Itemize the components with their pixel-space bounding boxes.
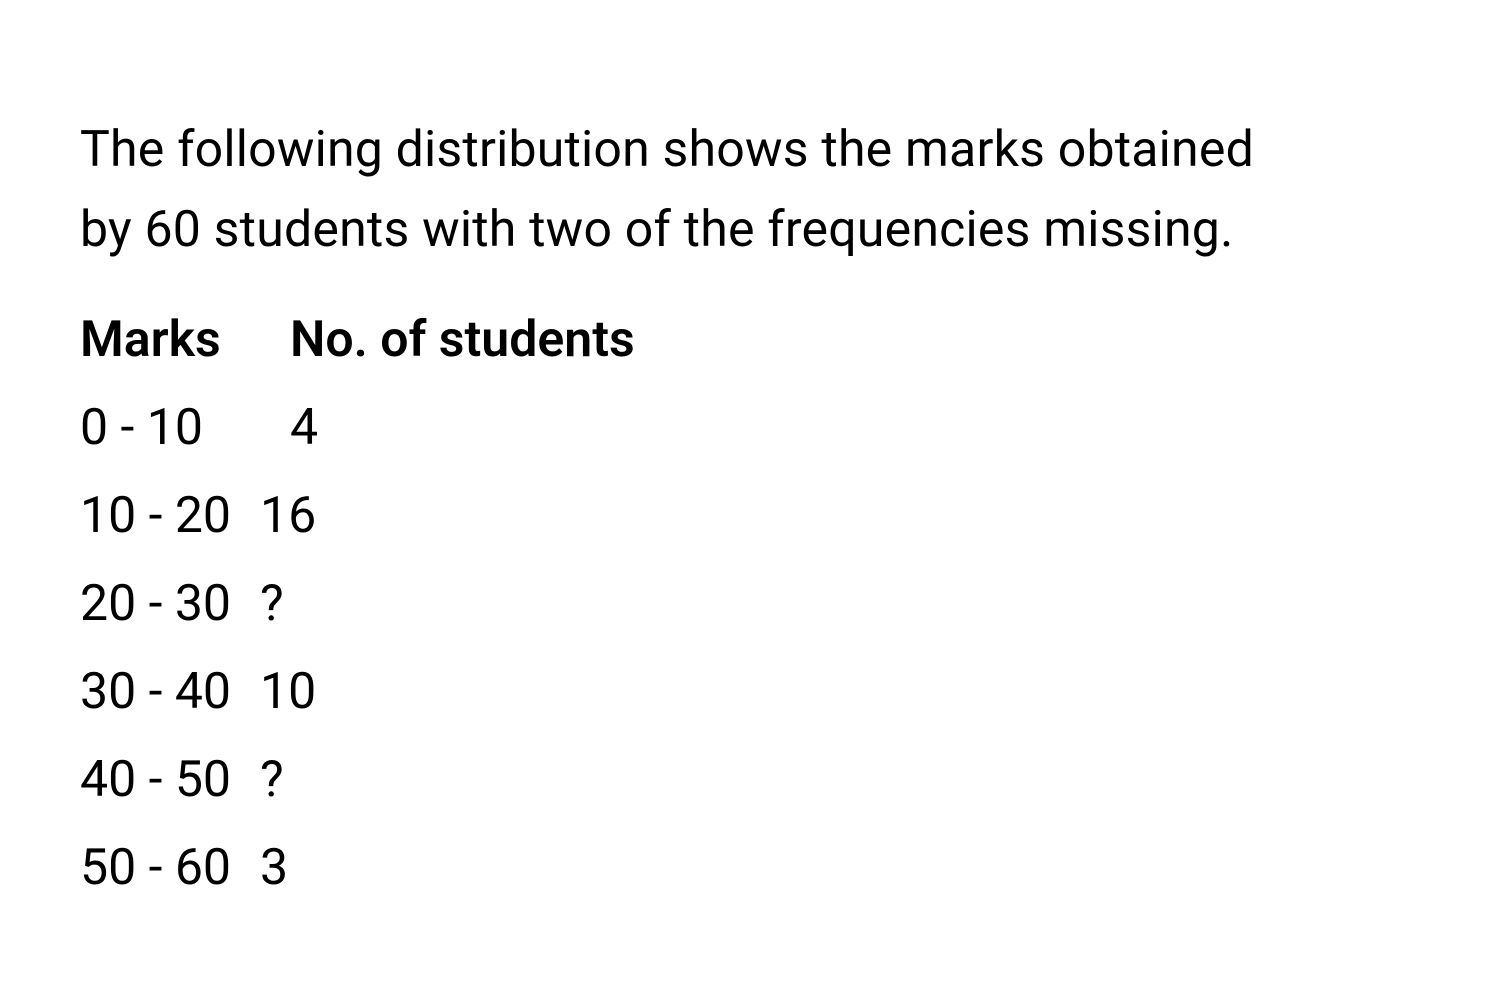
intro-line-2: by 60 students with two of the frequenci…: [80, 201, 1233, 259]
table-row: 10 - 20 16: [80, 476, 1420, 556]
table-row: 50 - 60 3: [80, 828, 1420, 908]
table-row: 0 - 10 4: [80, 388, 1420, 468]
cell-students: ?: [260, 740, 1420, 820]
cell-marks: 40 - 50: [80, 740, 260, 820]
table-row: 40 - 50 ?: [80, 740, 1420, 820]
table-row: 20 - 30 ?: [80, 564, 1420, 644]
cell-students: 3: [260, 828, 1420, 908]
header-marks: Marks: [80, 300, 290, 380]
cell-students: 4: [290, 388, 1420, 468]
intro-paragraph: The following distribution shows the mar…: [80, 110, 1420, 270]
cell-marks: 10 - 20: [80, 476, 260, 556]
intro-line-1: The following distribution shows the mar…: [80, 121, 1254, 179]
cell-marks: 30 - 40: [80, 652, 260, 732]
header-students: No. of students: [290, 300, 1420, 380]
cell-students: 10: [260, 652, 1420, 732]
cell-students: ?: [260, 564, 1420, 644]
cell-marks: 50 - 60: [80, 828, 260, 908]
table-row: 30 - 40 10: [80, 652, 1420, 732]
cell-marks: 20 - 30: [80, 564, 260, 644]
table-header-row: Marks No. of students: [80, 300, 1420, 380]
cell-marks: 0 - 10: [80, 388, 290, 468]
cell-students: 16: [260, 476, 1420, 556]
